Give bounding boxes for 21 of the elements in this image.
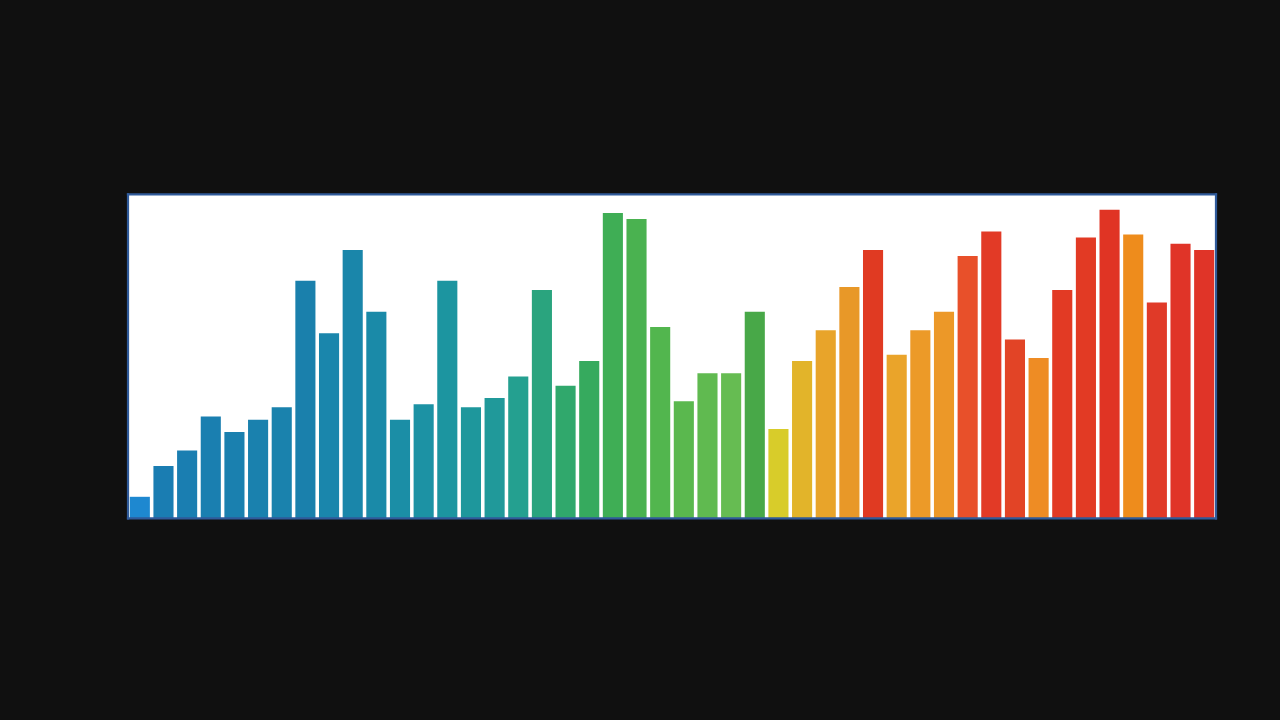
bar: [933, 311, 955, 519]
bar: [768, 428, 789, 519]
bar: [531, 290, 552, 519]
bar: [248, 419, 269, 519]
bar: [460, 407, 482, 519]
bar: [862, 249, 884, 519]
bar: [1075, 237, 1096, 519]
bar: [1004, 339, 1026, 519]
bar: [957, 256, 978, 519]
bar: [318, 333, 340, 519]
bar: [981, 231, 1002, 519]
bar: [555, 385, 576, 519]
bar: [579, 361, 600, 519]
bar: [1099, 209, 1120, 519]
bar: [1028, 357, 1049, 519]
bar: [389, 419, 411, 519]
bar: [1052, 290, 1073, 519]
bar: [792, 361, 813, 519]
bar: [1123, 234, 1144, 519]
bar: [129, 496, 150, 519]
bar: [744, 311, 765, 519]
